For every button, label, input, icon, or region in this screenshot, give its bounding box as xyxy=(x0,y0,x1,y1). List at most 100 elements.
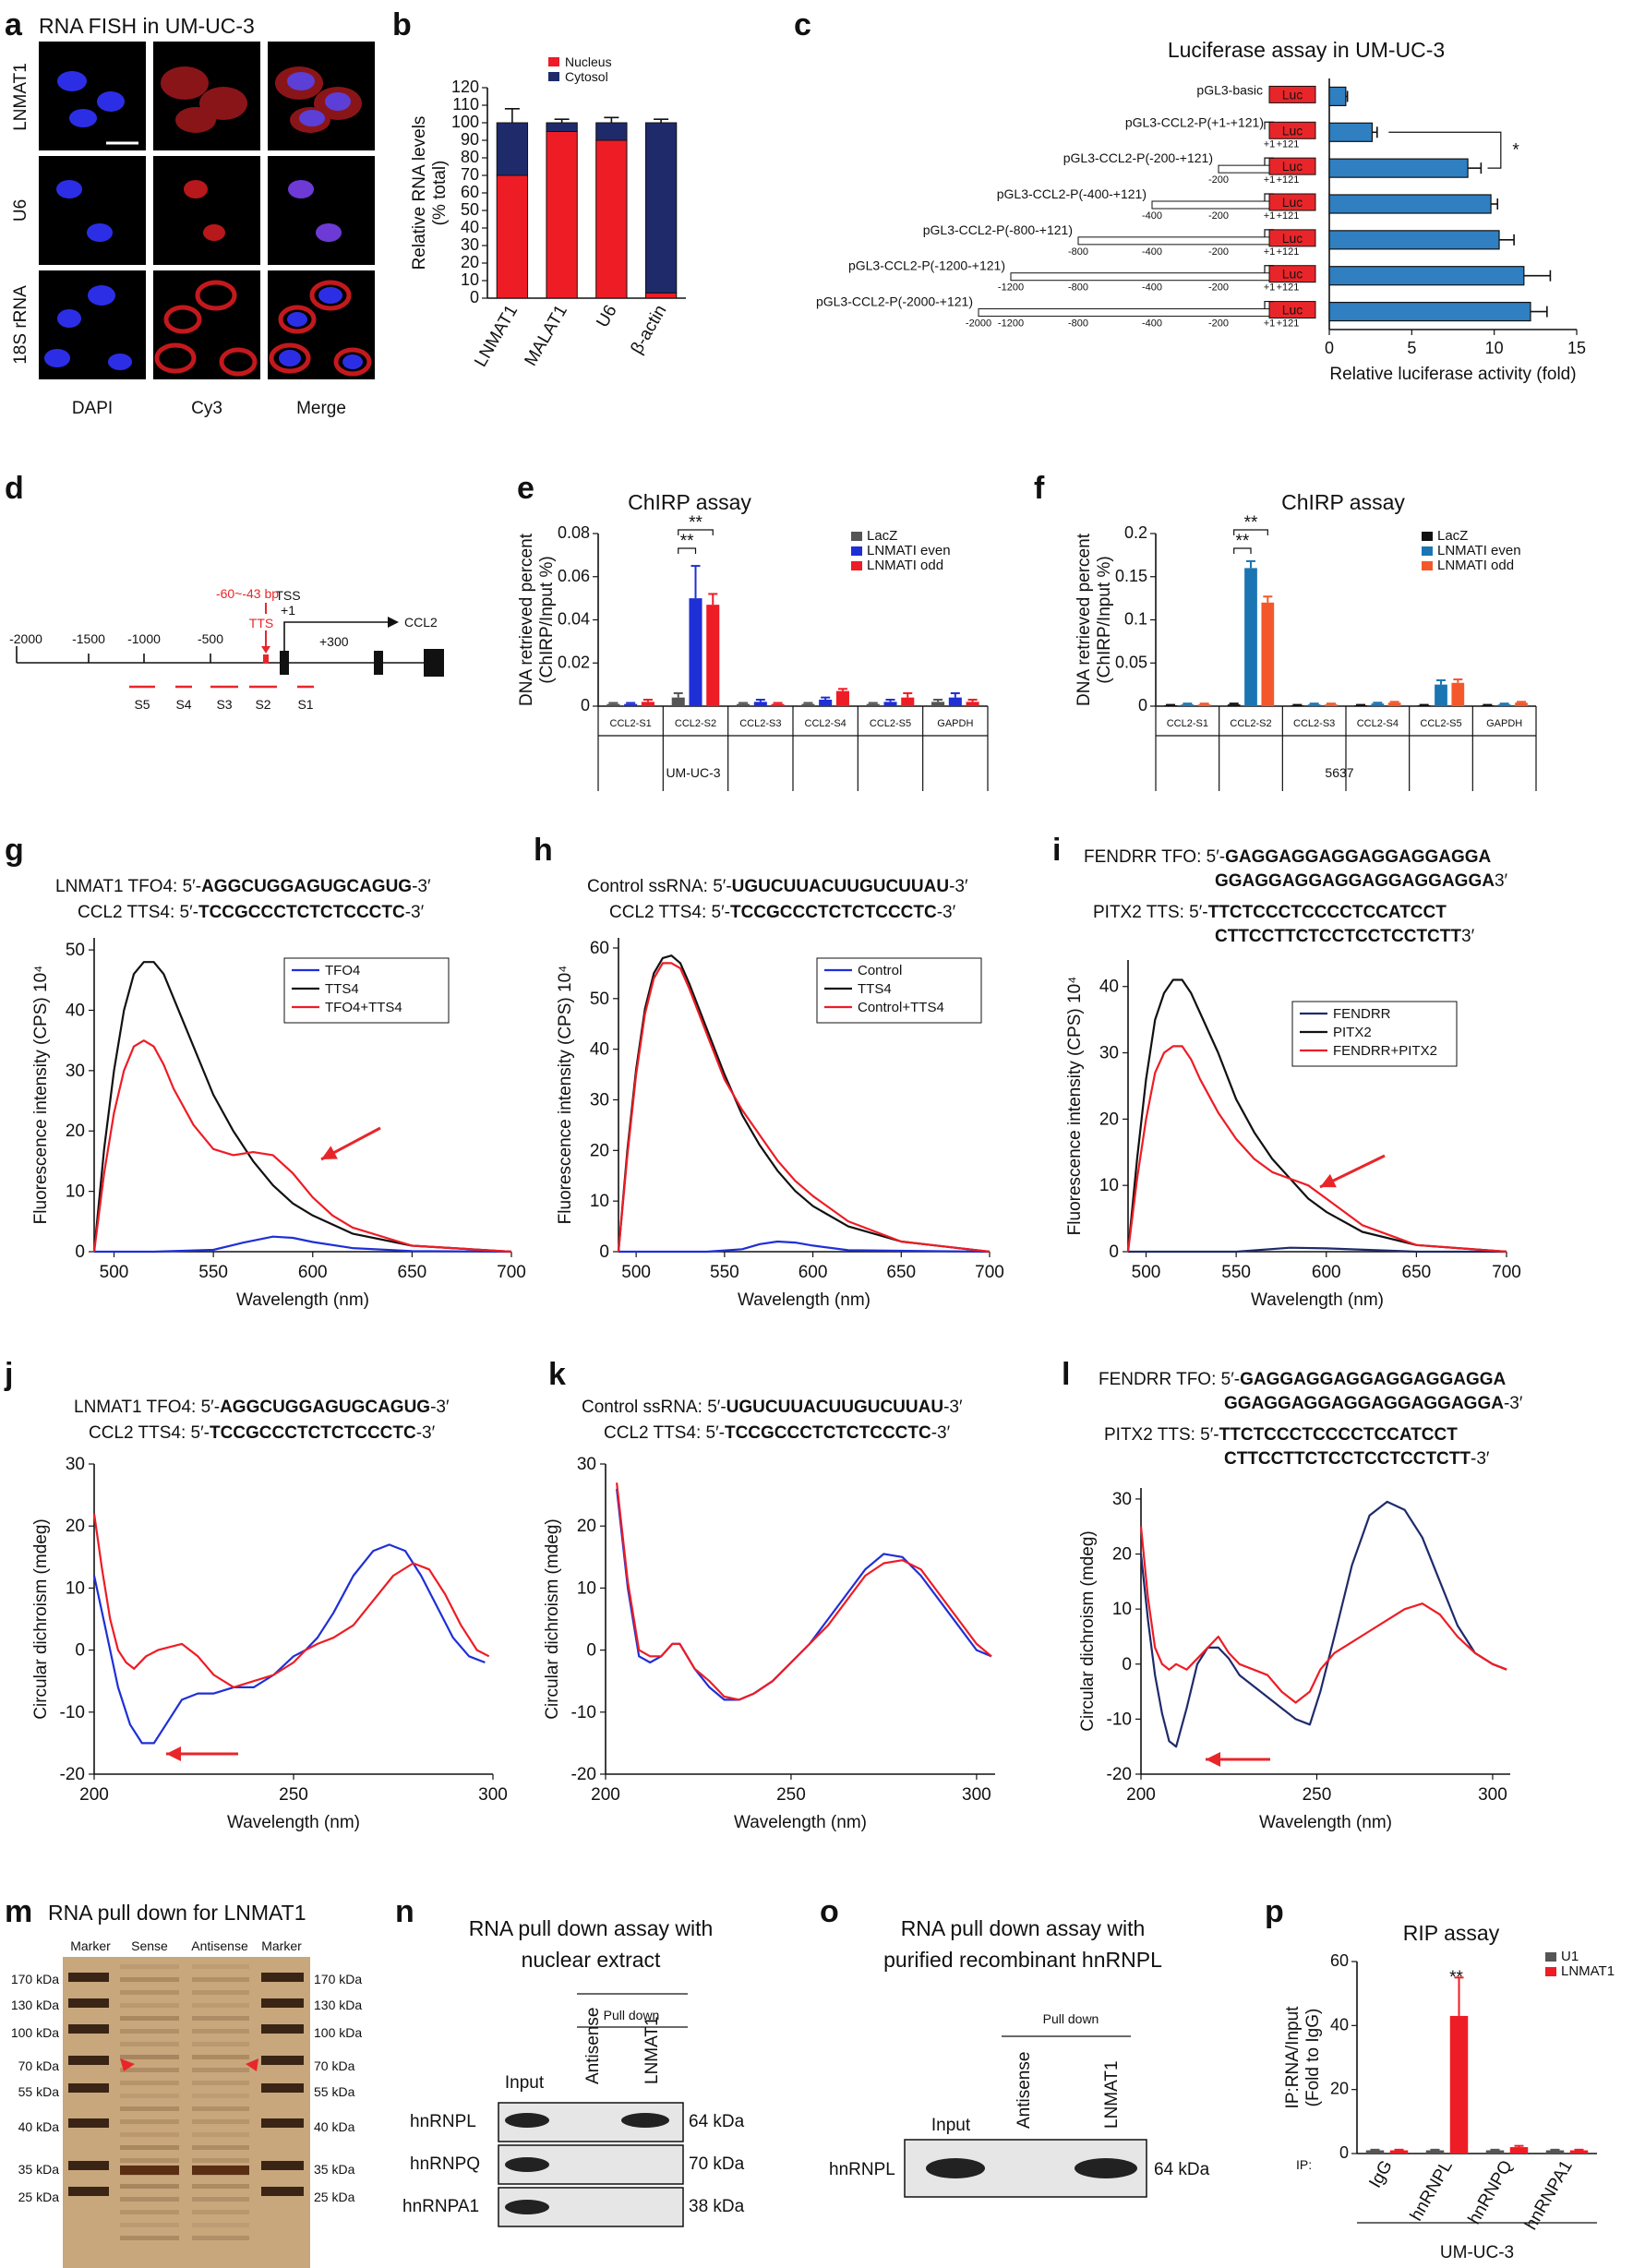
panel-o: o RNA pull down assay with purified reco… xyxy=(820,1894,1210,2198)
bar-CCL2-S4-LNMATI even xyxy=(1371,703,1385,706)
sense-band xyxy=(120,1977,179,1982)
x-tick-label: 300 xyxy=(962,1785,991,1805)
x-tick-label: GAPDH xyxy=(1486,718,1522,729)
antisense-band xyxy=(192,2042,249,2046)
luc-label: Luc xyxy=(1282,87,1303,102)
n-lane-lnmat1: LNMAT1 xyxy=(642,2016,662,2084)
construct-tick-label: -800 xyxy=(1068,246,1088,258)
x-tick-label: 500 xyxy=(621,1263,651,1282)
sense-band-strong xyxy=(120,2166,179,2175)
y-axis-label: DNA retrieved percent xyxy=(1075,533,1094,706)
panel-letter-o: o xyxy=(820,1894,839,1929)
y-tick-label: 50 xyxy=(66,941,85,960)
kda-label-right: 70 kDa xyxy=(314,2058,355,2073)
antisense-band xyxy=(192,2145,249,2150)
d-plus300-label: +300 xyxy=(319,634,349,649)
construct-tick-label: +121 xyxy=(1277,210,1300,222)
y-tick-label: 30 xyxy=(66,1455,85,1474)
y-tick-label: 30 xyxy=(590,1090,609,1110)
bar-LNMAT1-Nucleus xyxy=(496,174,529,299)
bar-pGL3-CCL2-P(-2000-+121) xyxy=(1328,301,1531,322)
marker-band-right xyxy=(261,1973,304,1982)
m-lane-marker-1: Marker xyxy=(70,1938,111,1953)
h-seq1: Control ssRNA: 5′-UGUCUUACUUGUCUUAU-3′ xyxy=(587,877,968,896)
x-axis-label: Wavelength (nm) xyxy=(1259,1813,1392,1832)
chart-j: -20 -10 0 10 20 30 200 250 300 Wavelength (nm) Cir… xyxy=(31,1455,508,1832)
sense-band xyxy=(120,2236,179,2240)
d-tick-1000: -1000 xyxy=(127,631,161,646)
o-lane-input: Input xyxy=(931,2116,971,2135)
bar-CCL2-S2-LNMATI even xyxy=(689,598,702,706)
fish-image-u6-dapi xyxy=(39,156,146,265)
sig-label: ** xyxy=(1449,1968,1463,1987)
panel-o-title-2: purified recombinant hnRNPL xyxy=(883,1948,1162,1972)
construct-tick-label: +1 xyxy=(1264,210,1276,222)
legend-swatch-LNMATI even xyxy=(1422,546,1433,556)
d-plus1-label: +1 xyxy=(281,603,295,618)
bar-LNMAT1-Cytosol xyxy=(496,122,529,176)
x-tick-label: 5 xyxy=(1407,339,1416,357)
antisense-band xyxy=(192,2197,249,2202)
m-lane-sense: Sense xyxy=(131,1938,168,1953)
sig-label-2: ** xyxy=(1244,513,1258,533)
construct-tick-label: +1 xyxy=(1264,282,1276,294)
bar-IgG-LNMAT1 xyxy=(1389,2150,1409,2154)
y-tick-label: 0 xyxy=(599,1242,609,1262)
y-tick-label: 0.15 xyxy=(1115,567,1147,585)
bar-CCL2-S3-LNMATI even xyxy=(1307,704,1321,706)
x-axis-label: Wavelength (nm) xyxy=(738,1290,871,1310)
bar-CCL2-S2-LNMATI even xyxy=(1244,568,1257,706)
promoter-fragment xyxy=(978,308,1270,318)
antisense-band xyxy=(192,2184,249,2189)
antisense-band xyxy=(192,1990,249,1995)
bar-pGL3-CCL2-P(-200-+121) xyxy=(1328,158,1469,178)
y-tick-label: 40 xyxy=(590,1040,609,1060)
construct-tick-label: +1 xyxy=(1264,138,1276,150)
o-row-hnrnpl: hnRNPL xyxy=(829,2160,895,2179)
kda-label-right: 35 kDa xyxy=(314,2162,355,2177)
construct-tick-label: -200 xyxy=(1208,318,1229,330)
luc-label: Luc xyxy=(1282,231,1303,246)
x-tick-label: hnRNPL xyxy=(1407,2157,1457,2225)
construct-tick-label: +1 xyxy=(1264,318,1276,330)
sense-band xyxy=(120,2081,179,2085)
panel-h: h Control ssRNA: 5′-UGUCUUACUUGUCUUAU-3′… xyxy=(534,833,1004,1310)
bar-β-actin-Nucleus xyxy=(644,292,678,299)
panel-letter-g: g xyxy=(5,833,24,868)
construct-tick-label: +121 xyxy=(1277,318,1300,330)
bar-CCL2-S1-LNMATI odd xyxy=(1197,704,1211,706)
luc-label: Luc xyxy=(1282,267,1303,282)
legend-label-TFO4: TFO4 xyxy=(325,963,360,978)
l-seq2a: PITX2 TTS: 5′-TTCTCCCTCCCCTCCATCCT xyxy=(1104,1425,1458,1445)
x-tick-label: CCL2-S4 xyxy=(1357,718,1399,729)
bar-CCL2-S2-LNMATI odd xyxy=(706,605,720,706)
panel-letter-l: l xyxy=(1062,1357,1070,1392)
y-tick-label: 120 xyxy=(451,78,479,96)
antisense-band xyxy=(192,2106,249,2111)
n-row-hnrnpq: hnRNPQ xyxy=(410,2154,480,2174)
sense-band xyxy=(120,2158,179,2163)
y-tick-label: 0 xyxy=(1339,2143,1349,2162)
series-line-TTS4 xyxy=(617,954,991,1254)
construct-label: pGL3-CCL2-P(+1-+121) xyxy=(1125,114,1264,129)
y-axis-label: (Fold to IgG) xyxy=(1303,2009,1323,2107)
sense-band xyxy=(120,2094,179,2098)
construct-tick-label: -400 xyxy=(1142,210,1162,222)
marker-band-right xyxy=(261,2118,304,2128)
marker-band-left xyxy=(68,2118,109,2128)
sense-band xyxy=(120,2042,179,2046)
fish-image-18s-cy3 xyxy=(153,270,260,379)
x-tick-label: 200 xyxy=(79,1785,109,1805)
o-lane-lnmat1: LNMAT1 xyxy=(1102,2060,1122,2129)
l-seq2b: CTTCCTTCTCCTCCTCCTCTT-3′ xyxy=(1224,1449,1490,1469)
legend-label-LNMATI even: LNMATI even xyxy=(1437,543,1521,558)
y-tick-label: 70 xyxy=(461,165,479,184)
fish-image-u6-merge xyxy=(268,156,375,265)
construct-tick-label: -2000 xyxy=(966,318,991,330)
series-line-TTS4 xyxy=(92,961,512,1254)
construct-tick-label: -1200 xyxy=(998,318,1024,330)
series-line-TFO4 xyxy=(92,1543,486,1745)
antisense-band xyxy=(192,2158,249,2163)
y-tick-label: 0 xyxy=(586,1641,596,1661)
panel-m: m RNA pull down for LNMAT1 Marker Sense … xyxy=(5,1894,362,2268)
